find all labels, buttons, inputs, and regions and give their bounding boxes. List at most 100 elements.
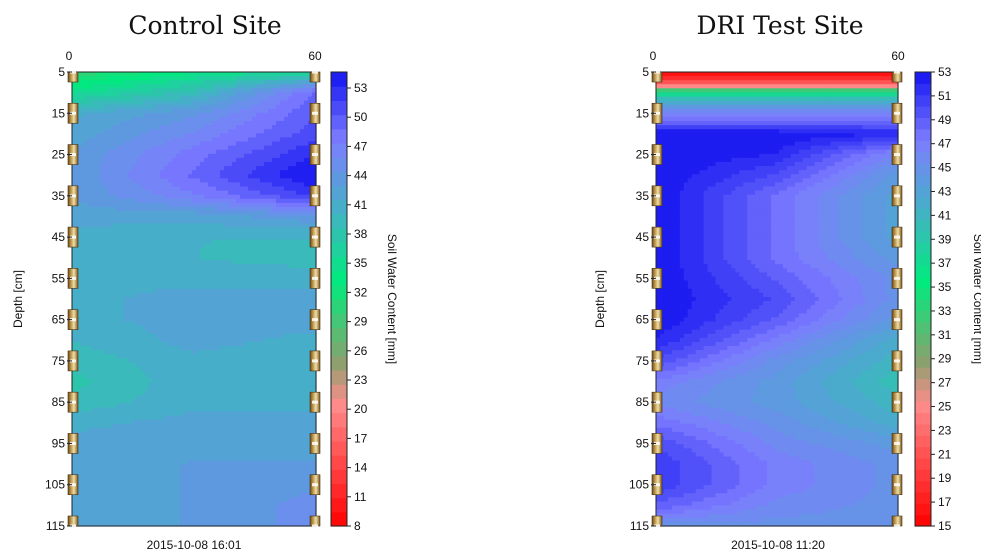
soil-sensor <box>891 350 903 372</box>
colorbar-segment <box>915 151 931 164</box>
colorbar-tick-label: 11 <box>354 490 367 504</box>
colorbar-segment <box>915 128 931 141</box>
y-tick-label: 45 <box>636 230 650 244</box>
soil-sensor <box>309 144 321 165</box>
colorbar-tick-label: 47 <box>938 137 952 151</box>
y-tick-label: 105 <box>629 478 649 492</box>
colorbar-segment <box>331 228 347 243</box>
contour-field <box>656 72 899 527</box>
colorbar-segment <box>331 185 347 201</box>
soil-sensor <box>891 226 903 248</box>
colorbar-tick-label: 27 <box>938 376 952 390</box>
colorbar-segment <box>331 483 347 499</box>
y-tick-label: 25 <box>52 148 66 162</box>
colorbar-segment <box>331 86 347 101</box>
y-tick-label: 5 <box>642 65 649 79</box>
soil-sensor <box>309 515 321 528</box>
colorbar-label: Soil Water Content [mm] <box>971 234 981 364</box>
colorbar-segment <box>915 94 931 107</box>
colorbar-tick-label: 20 <box>354 402 368 416</box>
colorbar-segment <box>915 162 931 175</box>
colorbar-tick-label: 17 <box>354 431 368 445</box>
colorbar-tick-label: 35 <box>938 280 952 294</box>
y-tick-label: 65 <box>52 313 66 327</box>
colorbar-tick-label: 50 <box>354 110 368 124</box>
colorbar-tick-label: 35 <box>354 256 368 270</box>
colorbar-segment <box>331 171 347 187</box>
colorbar-tick-label: 41 <box>354 198 368 212</box>
colorbar-segment <box>915 83 931 96</box>
colorbar-segment <box>915 208 931 221</box>
colorbar-tick-label: 8 <box>354 519 361 533</box>
colorbar-tick-label: 41 <box>938 208 952 222</box>
colorbar-segment <box>331 313 347 328</box>
colorbar-tick-label: 37 <box>938 256 952 270</box>
colorbar-segment <box>331 213 347 229</box>
colorbar-segment <box>915 469 931 482</box>
colorbar-segment <box>331 256 347 272</box>
soil-sensor <box>309 185 321 207</box>
y-tick-label: 115 <box>630 519 649 533</box>
colorbar-tick-label: 14 <box>354 461 368 475</box>
y-tick-label: 35 <box>52 189 66 203</box>
y-axis: 5 15 25 35 45 55 65 75 85 95 105 115 <box>45 65 72 533</box>
colorbar-segment <box>915 446 931 459</box>
colorbar-segment <box>331 384 347 399</box>
colorbar-segment <box>331 355 347 371</box>
colorbar-tick-label: 33 <box>938 304 952 318</box>
plot-frame <box>655 71 899 527</box>
colorbar-tick-label: 51 <box>938 89 952 103</box>
colorbar-segment <box>331 157 347 172</box>
colorbar-segment <box>915 219 931 232</box>
colorbar-segment <box>915 401 931 414</box>
colorbar-segment <box>915 253 931 266</box>
colorbar-segment <box>915 367 931 380</box>
colorbar-segment <box>915 378 931 391</box>
colorbar-segment <box>915 310 931 323</box>
colorbar: 8 11 14 17 20 23 26 29 32 35 38 41 44 47 50 53 <box>330 71 368 533</box>
contour-field <box>72 72 317 527</box>
soil-sensor <box>309 433 321 454</box>
soil-sensor <box>67 515 79 528</box>
y-tick-label: 115 <box>46 519 65 533</box>
colorbar-tick-label: 45 <box>938 161 952 175</box>
colorbar-segment <box>915 299 931 311</box>
colorbar-segment <box>915 355 931 368</box>
soil-sensor <box>891 515 903 528</box>
colorbar-segment <box>331 100 347 116</box>
colorbar-segment <box>915 117 931 130</box>
y-axis-label: Depth [cm] <box>11 270 25 328</box>
colorbar-segment <box>915 287 931 300</box>
x-tick-label: 60 <box>891 49 905 63</box>
soil-sensor <box>891 268 903 289</box>
colorbar-segment <box>915 174 931 187</box>
colorbar-tick-label: 29 <box>938 352 952 366</box>
colorbar-segment <box>331 398 347 414</box>
colorbar-segment <box>331 284 347 300</box>
colorbar-segment <box>915 503 931 516</box>
colorbar-tick-label: 29 <box>354 315 368 329</box>
colorbar-segment <box>915 457 931 470</box>
colorbar-segment <box>915 344 931 357</box>
colorbar-tick-label: 39 <box>938 232 952 246</box>
colorbar-segment <box>331 440 347 456</box>
colorbar-segment <box>915 321 931 334</box>
soil-sensor <box>651 70 663 83</box>
colorbar-tick-label: 21 <box>938 447 952 461</box>
colorbar-segment <box>331 341 347 357</box>
soil-sensor <box>891 144 903 165</box>
colorbar-tick-label: 23 <box>938 423 952 437</box>
colorbar-tick-label: 53 <box>938 65 952 79</box>
soil-sensor <box>67 70 79 83</box>
colorbar-tick-label: 38 <box>354 227 368 241</box>
soil-sensor <box>309 268 321 289</box>
colorbar-tick-label: 15 <box>938 519 952 533</box>
chart-title: DRI Test Site <box>696 11 863 40</box>
y-tick-label: 105 <box>45 478 65 492</box>
x-tick-label: 0 <box>650 49 657 63</box>
timestamp-label: 2015-10-08 11:20 <box>731 538 825 552</box>
colorbar-segment <box>915 423 931 436</box>
colorbar-segment <box>915 389 931 402</box>
y-axis-label: Depth [cm] <box>593 270 607 328</box>
